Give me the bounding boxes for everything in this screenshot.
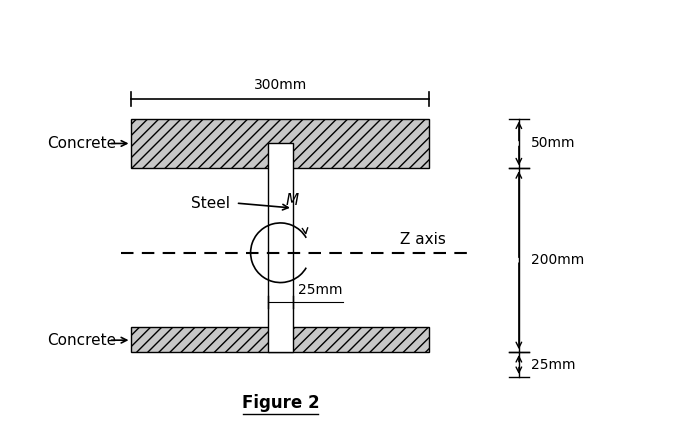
Text: 25mm: 25mm [531,357,576,372]
Text: 200mm: 200mm [531,253,584,267]
Text: Figure 2: Figure 2 [241,394,319,412]
Text: Concrete: Concrete [47,333,116,348]
Text: Concrete: Concrete [47,136,116,151]
Text: 50mm: 50mm [531,137,576,151]
Text: 25mm: 25mm [298,283,342,297]
Text: Z axis: Z axis [400,232,445,247]
Bar [132,327,429,352]
Text: Steel: Steel [191,196,230,211]
Text: 300mm: 300mm [254,78,307,92]
Text: M: M [285,193,298,208]
Bar [268,143,293,352]
Bar [132,119,429,168]
